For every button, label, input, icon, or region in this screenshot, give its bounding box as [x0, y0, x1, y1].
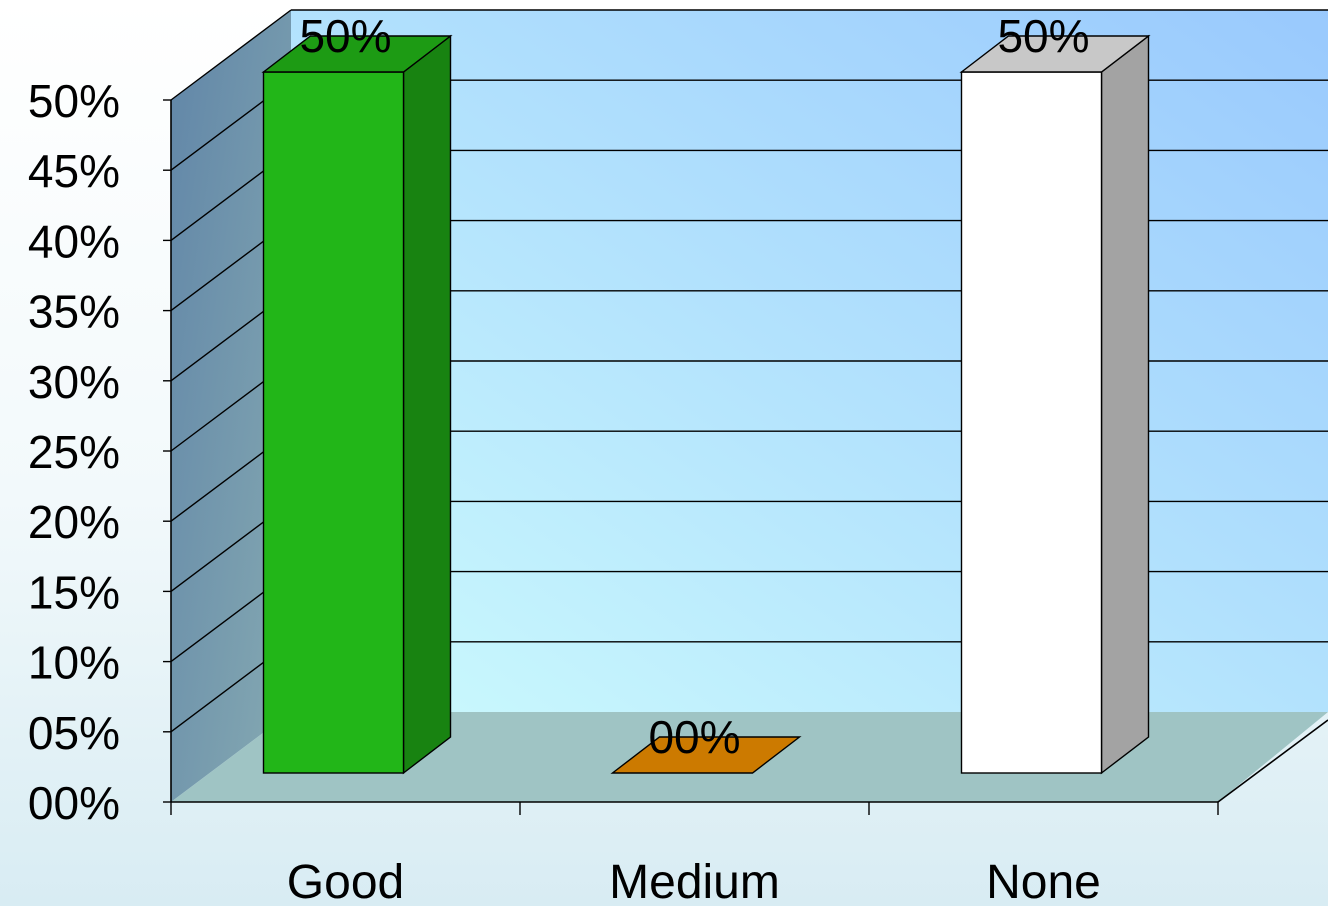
bar-none — [959, 34, 1151, 775]
y-tick-label: 25% — [28, 426, 120, 478]
x-category-label: Good — [287, 856, 404, 906]
bar-side-good — [402, 34, 452, 775]
bar-side-none — [1100, 34, 1150, 775]
y-tick-label: 45% — [28, 145, 120, 197]
axes — [163, 99, 1328, 815]
bar-good — [261, 34, 453, 775]
y-tick-label: 40% — [28, 215, 120, 267]
gridline-side — [170, 9, 292, 101]
bar-front-good — [262, 71, 405, 774]
y-tick-label: 35% — [28, 286, 120, 338]
labels: 00% 05% 10% 15% 20% 25% 30% 35% 40% 45% 50% 50% Good… — [28, 10, 1101, 906]
bar-front-none — [960, 71, 1103, 774]
x-category-label: None — [986, 856, 1101, 906]
bars — [261, 34, 1151, 775]
y-tick-label: 15% — [28, 566, 120, 618]
bar-top-good — [261, 35, 453, 73]
y-tick-label: 00% — [28, 777, 120, 829]
bar-top-medium — [610, 736, 802, 774]
y-tick-label: 20% — [28, 496, 120, 548]
x-category-label: Medium — [609, 856, 780, 906]
floor-edge-line — [1217, 719, 1328, 803]
y-tick-label: 50% — [28, 75, 120, 127]
bar-medium — [610, 736, 802, 774]
y-tick-label: 10% — [28, 637, 120, 689]
data-label-medium: 00% — [648, 711, 740, 763]
data-label-none: 50% — [997, 10, 1089, 62]
bar-top-none — [959, 35, 1151, 73]
y-tick-label: 05% — [28, 707, 120, 759]
y-tick-label: 30% — [28, 356, 120, 408]
data-label-good: 50% — [299, 10, 391, 62]
